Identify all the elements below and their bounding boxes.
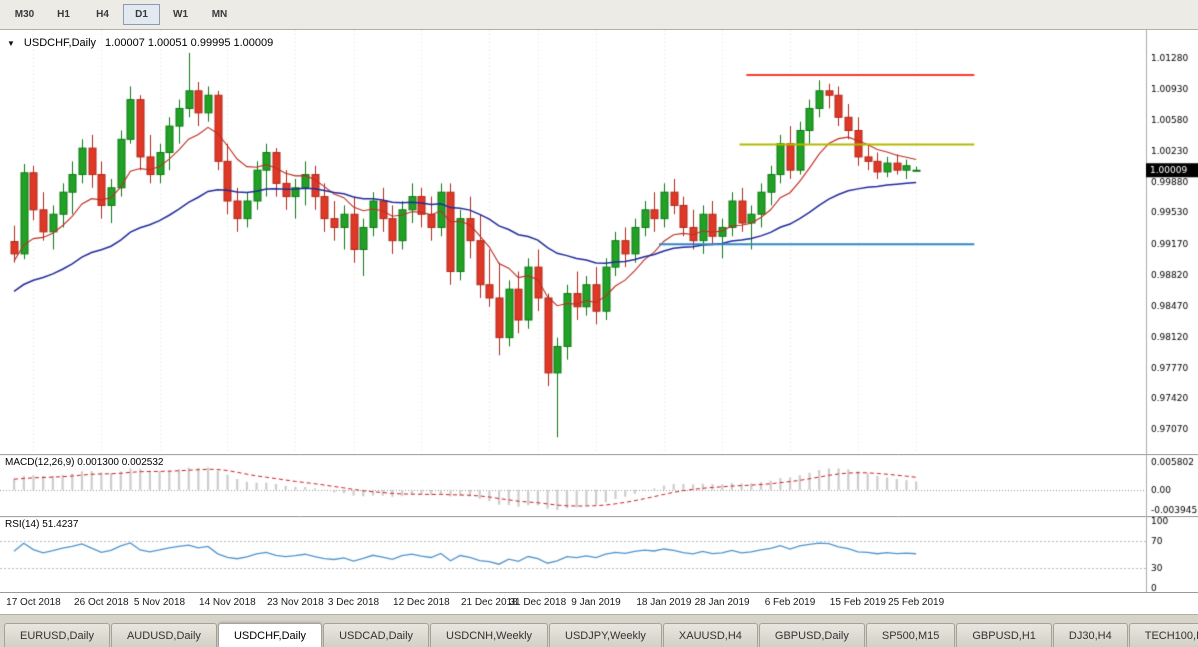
rsi-label: RSI(14) 51.4237 <box>5 519 79 530</box>
tab-dj30-h4[interactable]: DJ30,H4 <box>1052 623 1128 647</box>
timeframe-button-h4[interactable]: H4 <box>96 9 109 20</box>
date-label: 25 Feb 2019 <box>888 597 945 608</box>
date-label: 15 Feb 2019 <box>829 597 886 608</box>
date-label: 17 Oct 2018 <box>6 597 61 608</box>
date-label: 3 Dec 2018 <box>327 597 380 608</box>
tab-usdjpy-weekly[interactable]: USDJPY,Weekly <box>549 623 662 647</box>
chart-tabs-bar: EURUSD,Daily AUDUSD,Daily USDCHF,Daily USDC… <box>0 614 1198 647</box>
tab-eurusd-daily[interactable]: EURUSD,Daily <box>4 623 110 647</box>
chart-window: ▼ USDCHF,Daily 1.00007 1.00051 0.99995 1… <box>0 30 1198 614</box>
macd-canvas[interactable] <box>0 454 1198 516</box>
tab-tech100-h4[interactable]: TECH100,H4 <box>1128 623 1198 647</box>
tab-gbpusd-daily[interactable]: GBPUSD,Daily <box>758 623 865 647</box>
macd-pane: MACD(12,26,9) 0.001300 0.002532 <box>0 454 1198 516</box>
rsi-pane: RSI(14) 51.4237 <box>0 516 1198 592</box>
date-label: 23 Nov 2018 <box>266 597 324 608</box>
tab-gbpusd-h1[interactable]: GBPUSD,H1 <box>956 623 1052 647</box>
tab-usdcad-daily[interactable]: USDCAD,Daily <box>323 623 430 647</box>
timeframe-button-mn[interactable]: MN <box>211 9 228 20</box>
chart-ohlc-values: 1.00007 1.00051 0.99995 1.00009 <box>105 37 274 49</box>
tab-audusd-daily[interactable]: AUDUSD,Daily <box>110 623 217 647</box>
date-label: 14 Nov 2018 <box>199 597 256 608</box>
tab-xauusd-h4[interactable]: XAUUSD,H4 <box>662 623 758 647</box>
date-axis: 17 Oct 2018 26 Oct 2018 5 Nov 2018 14 Nov 2… <box>0 592 1198 614</box>
tab-usdchf-daily[interactable]: USDCHF,Daily <box>217 623 323 647</box>
timeframe-button-h1[interactable]: H1 <box>57 9 70 20</box>
main-chart-pane: ▼ USDCHF,Daily 1.00007 1.00051 0.99995 1… <box>0 30 1198 454</box>
date-label: 28 Jan 2019 <box>694 597 750 608</box>
date-label: 31 Dec 2018 <box>509 597 567 608</box>
chart-info: ▼ USDCHF,Daily 1.00007 1.00051 0.99995 1… <box>7 37 273 49</box>
timeframe-toolbar: M30 H1 H4 D1 W1 MN <box>0 0 1198 30</box>
date-label: 26 Oct 2018 <box>74 597 129 608</box>
rsi-canvas[interactable] <box>0 516 1198 592</box>
main-chart-canvas[interactable] <box>0 30 1198 454</box>
date-label: 12 Dec 2018 <box>393 597 450 608</box>
date-label: 5 Nov 2018 <box>133 597 186 608</box>
timeframe-button-w1[interactable]: W1 <box>173 9 188 20</box>
chart-collapse-icon[interactable]: ▼ <box>7 38 15 48</box>
date-label: 18 Jan 2019 <box>636 597 692 608</box>
date-label: 9 Jan 2019 <box>571 597 621 608</box>
timeframe-button-m30[interactable]: M30 <box>14 9 35 20</box>
date-label: 6 Feb 2019 <box>764 597 816 608</box>
timeframe-button-d1[interactable]: D1 <box>123 4 160 25</box>
tab-usdcnh-weekly[interactable]: USDCNH,Weekly <box>430 623 549 647</box>
date-label: 21 Dec 2018 <box>460 597 518 608</box>
chart-symbol-label: USDCHF,Daily <box>23 37 97 49</box>
macd-label: MACD(12,26,9) 0.001300 0.002532 <box>5 457 164 468</box>
tab-sp500-m15[interactable]: SP500,M15 <box>865 623 956 647</box>
